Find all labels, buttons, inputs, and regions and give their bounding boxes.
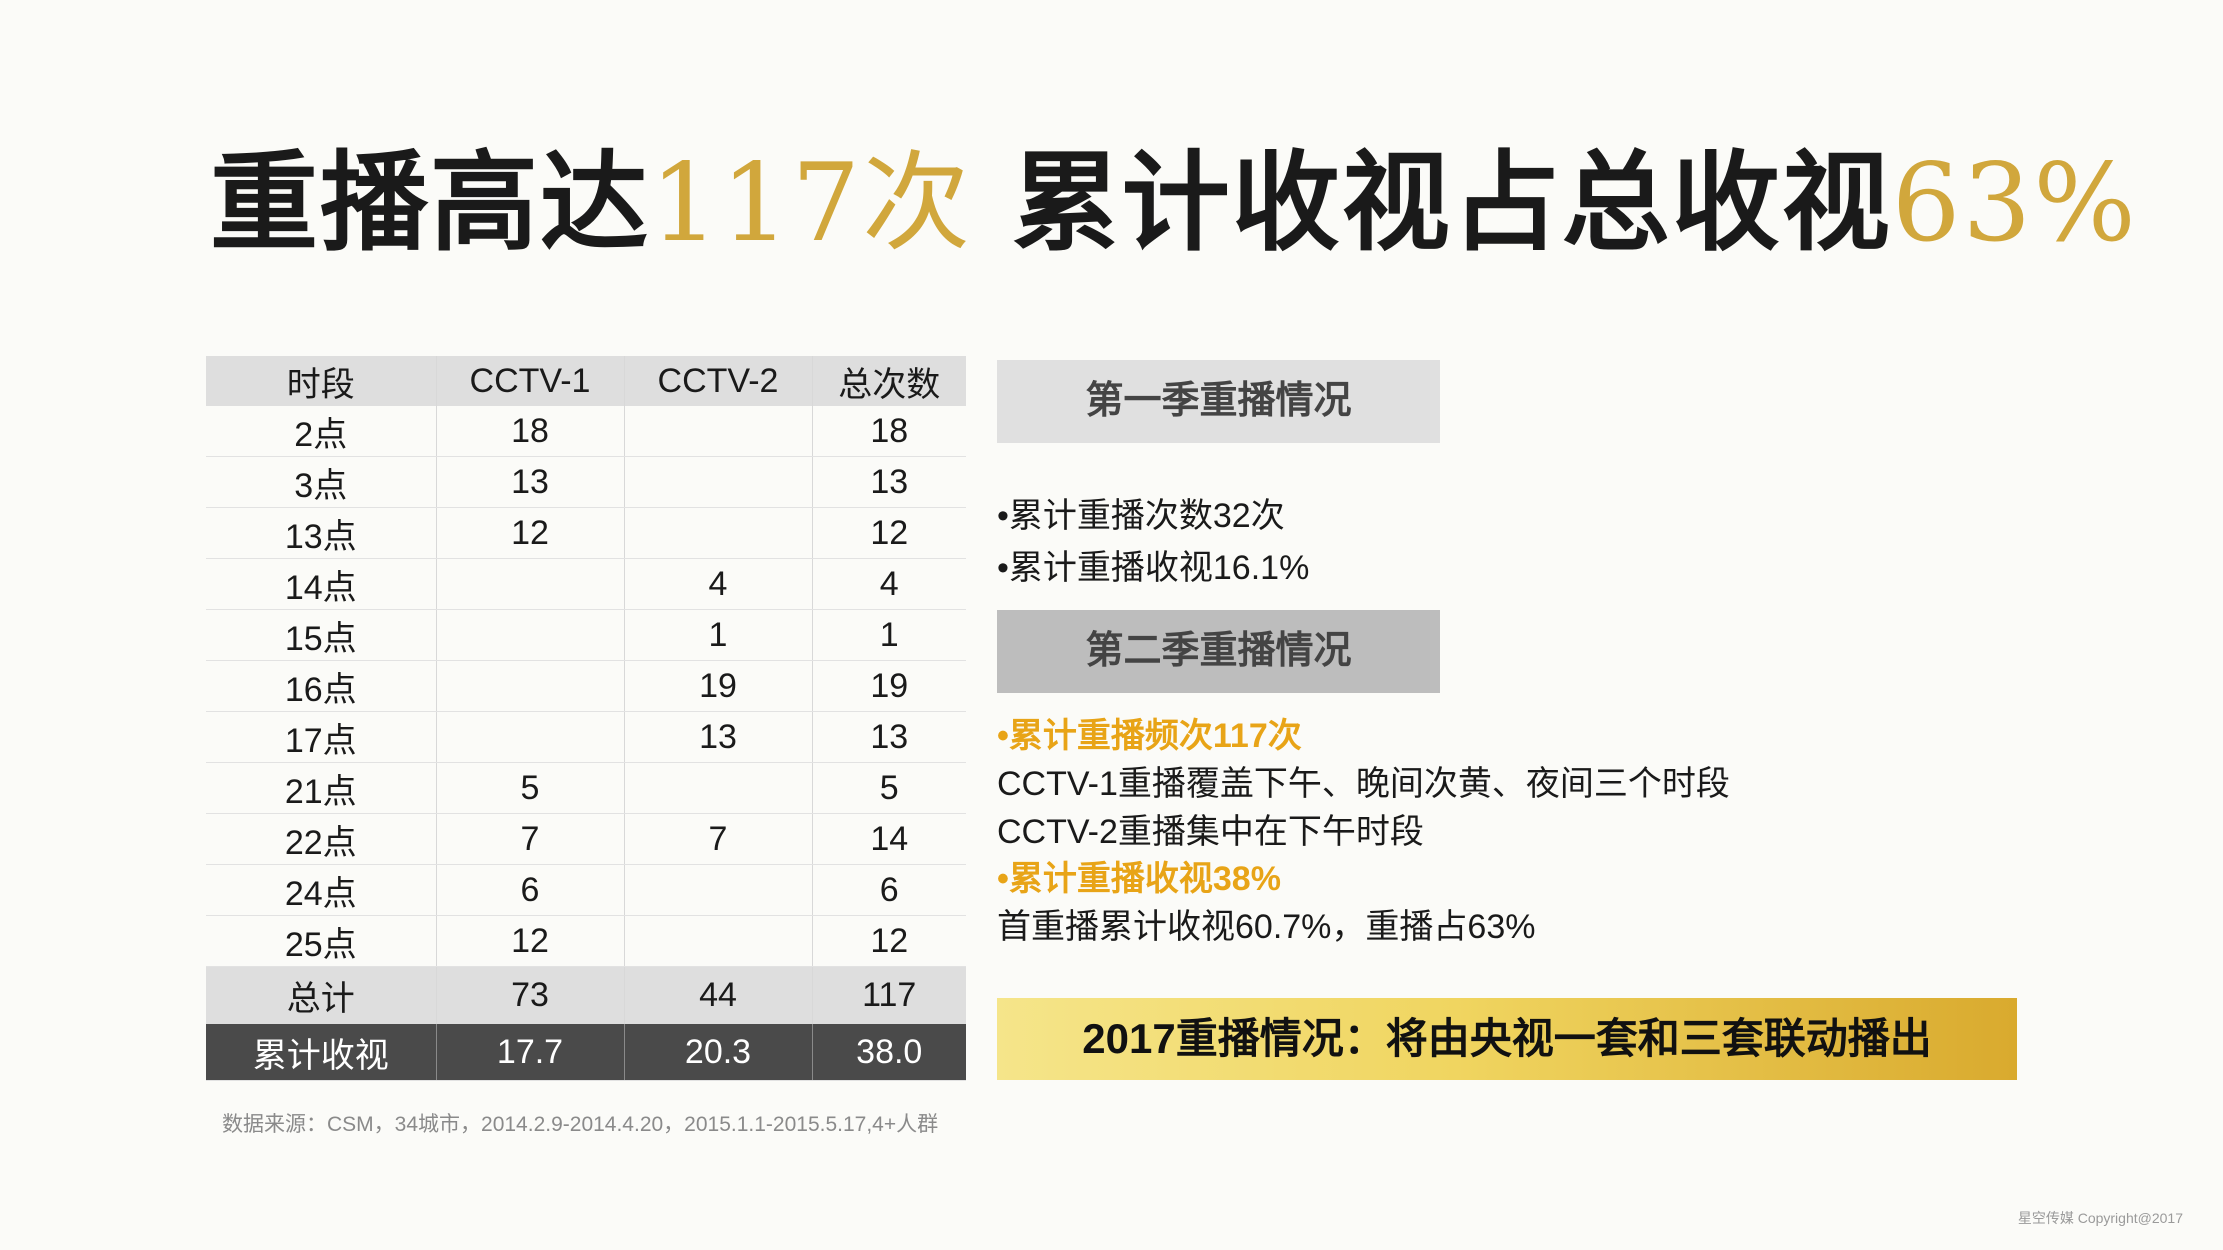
season2-heading: 第二季重播情况 (997, 610, 1440, 693)
table-cell: 12 (812, 507, 966, 559)
table-cell: 2点 (206, 406, 437, 457)
season2-highlight-frequency: •累计重播频次117次 (997, 717, 1302, 755)
banner-2017: 2017重播情况：将由央视一套和三套联动播出 (997, 998, 2017, 1080)
season1-line: •累计重播次数32次 (997, 497, 1285, 535)
table-cell: 21点 (206, 762, 437, 814)
table-cell: 7 (624, 813, 813, 865)
table-cell: 累计收视 (206, 1024, 437, 1081)
table-row: 22点 7 7 14 (206, 813, 966, 865)
title-part3: 累计收视占总收视 (972, 140, 1892, 266)
table-cell (624, 762, 813, 814)
table-cell: 117 (812, 966, 966, 1024)
table-cell: 19 (812, 660, 966, 712)
header-cell: CCTV-1 (436, 356, 625, 406)
table-row: 25点 12 12 (206, 915, 966, 967)
table-cell (624, 406, 813, 457)
table-cell: 25点 (206, 915, 437, 967)
table-cell: 14 (812, 813, 966, 865)
table-cell: 总计 (206, 966, 437, 1024)
table-row: 17点 13 13 (206, 711, 966, 763)
table-cell: 12 (436, 915, 625, 967)
table-cell: 13点 (206, 507, 437, 559)
rebroadcast-table: 时段 CCTV-1 CCTV-2 总次数 2点 18 18 3点 13 13 13点 12 12… (206, 356, 966, 1081)
table-cell: 12 (812, 915, 966, 967)
header-cell: CCTV-2 (624, 356, 813, 406)
table-cell (436, 711, 625, 763)
title-part1: 重播高达 (210, 140, 651, 266)
table-cell: 20.3 (624, 1024, 813, 1081)
page-title: 重播高达117次 累计收视占总收视63% (210, 138, 2138, 268)
table-cell: 5 (812, 762, 966, 814)
table-cell: 73 (436, 966, 625, 1024)
table-cell: 13 (812, 456, 966, 508)
header-cell: 时段 (206, 356, 437, 406)
table-row: 2点 18 18 (206, 406, 966, 457)
table-cell: 18 (812, 406, 966, 457)
header-cell: 总次数 (838, 365, 941, 404)
title-part4: 63% (1891, 141, 2138, 266)
table-cell: 1 (624, 609, 813, 661)
season1-heading: 第一季重播情况 (997, 360, 1440, 443)
table-cell: 3点 (206, 456, 437, 508)
season1-line: •累计重播收视16.1% (997, 549, 1310, 587)
table-row: 16点 19 19 (206, 660, 966, 712)
table-rating-row: 累计收视 17.7 20.3 38.0 (206, 1024, 966, 1081)
table-cell: 19 (624, 660, 813, 712)
copyright: 星空传媒 Copyright@2017 (2017, 1210, 2183, 1226)
table-cell: 13 (436, 456, 625, 508)
table-row: 24点 6 6 (206, 864, 966, 916)
table-cell: 38.0 (812, 1024, 966, 1081)
table-cell: 17点 (206, 711, 437, 763)
table-cell: 1 (812, 609, 966, 661)
table-cell (624, 507, 813, 559)
season2-highlight-rating: •累计重播收视38% (997, 860, 1281, 898)
data-source-note: 数据来源：CSM，34城市，2014.2.9-2014.4.20，2015.1.… (222, 1113, 939, 1136)
table-cell: 18 (436, 406, 625, 457)
table-cell: 44 (624, 966, 813, 1024)
table-row: 13点 12 12 (206, 507, 966, 559)
table-cell: 6 (812, 864, 966, 916)
table-cell (624, 456, 813, 508)
table-cell: 7 (436, 813, 625, 865)
table-cell: 6 (436, 864, 625, 916)
table-cell: 14点 (206, 558, 437, 610)
season2-line: CCTV-2重播集中在下午时段 (997, 813, 1424, 851)
table-cell: 16点 (206, 660, 437, 712)
table-cell (436, 609, 625, 661)
table-row: 14点 4 4 (206, 558, 966, 610)
table-cell: 24点 (206, 864, 437, 916)
title-part2: 117次 (650, 141, 973, 266)
table-cell (624, 864, 813, 916)
table-cell (436, 558, 625, 610)
season2-line: CCTV-1重播覆盖下午、晚间次黄、夜间三个时段 (997, 765, 1730, 803)
table-cell (436, 660, 625, 712)
table-cell: 4 (812, 558, 966, 610)
table-cell: 15点 (206, 609, 437, 661)
table-row: 3点 13 13 (206, 456, 966, 508)
table-row: 21点 5 5 (206, 762, 966, 814)
table-cell: 22点 (206, 813, 437, 865)
table-total-row: 总计 73 44 117 (206, 966, 966, 1024)
season2-line: 首重播累计收视60.7%，重播占63% (997, 908, 1536, 946)
table-cell: 12 (436, 507, 625, 559)
table-header-row: 时段 CCTV-1 CCTV-2 总次数 (206, 356, 966, 406)
table-cell: 17.7 (436, 1024, 625, 1081)
table-cell: 5 (436, 762, 625, 814)
table-row: 15点 1 1 (206, 609, 966, 661)
table-cell: 13 (812, 711, 966, 763)
table-cell (624, 915, 813, 967)
table-cell: 13 (624, 711, 813, 763)
table-cell: 4 (624, 558, 813, 610)
